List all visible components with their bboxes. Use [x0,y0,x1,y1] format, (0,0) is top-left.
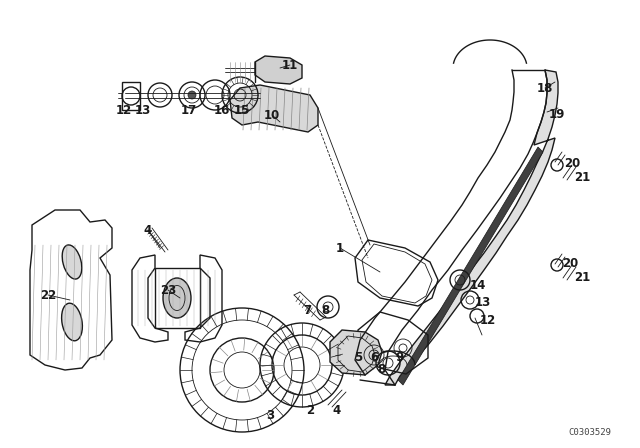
Ellipse shape [61,303,83,341]
Polygon shape [398,147,543,385]
Text: 1: 1 [336,241,344,254]
Text: 13: 13 [475,296,491,309]
Text: 3: 3 [266,409,274,422]
Text: 13: 13 [135,103,151,116]
Text: 15: 15 [234,103,250,116]
Text: 5: 5 [354,350,362,363]
Text: 4: 4 [144,224,152,237]
Text: 23: 23 [160,284,176,297]
Text: 2: 2 [306,404,314,417]
Text: 16: 16 [214,103,230,116]
Text: 7: 7 [303,303,311,316]
Text: 8: 8 [377,362,385,375]
Text: 19: 19 [549,108,565,121]
Text: 20: 20 [562,257,578,270]
Text: C0303529: C0303529 [568,427,611,436]
Polygon shape [385,70,558,385]
Polygon shape [330,330,382,375]
Ellipse shape [62,245,82,279]
Text: 21: 21 [574,171,590,184]
Text: 8: 8 [321,303,329,316]
Text: 4: 4 [333,404,341,417]
Text: 6: 6 [370,350,378,363]
Text: 12: 12 [116,103,132,116]
Circle shape [188,91,196,99]
Text: 17: 17 [181,103,197,116]
Text: 14: 14 [470,279,486,292]
Text: 22: 22 [40,289,56,302]
Ellipse shape [163,278,191,318]
Text: 12: 12 [480,314,496,327]
Text: 9: 9 [396,350,404,363]
Text: 11: 11 [282,59,298,72]
Polygon shape [255,56,302,84]
Text: 20: 20 [564,156,580,169]
Text: 10: 10 [264,108,280,121]
Text: 18: 18 [537,82,553,95]
Text: 21: 21 [574,271,590,284]
Polygon shape [230,85,318,132]
